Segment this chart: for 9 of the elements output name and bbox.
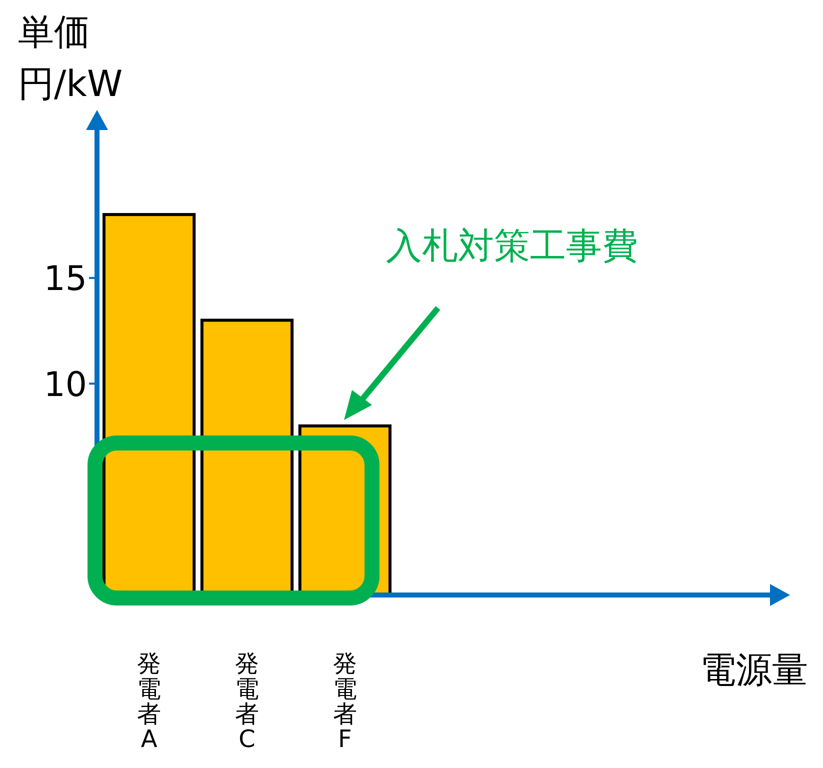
text: 入札対策工事費: [386, 226, 638, 267]
text: 電源量: [700, 650, 808, 691]
y-tick-label: 10: [44, 364, 87, 405]
x-tick-label: 発電者A: [137, 650, 162, 754]
y-tick-label: 15: [44, 259, 87, 300]
y-axis-title: 単価: [18, 12, 90, 53]
x-tick-label: 発電者C: [235, 650, 259, 754]
x-tick-label: 発電者F: [332, 650, 357, 754]
text: 円/kW: [18, 64, 123, 105]
